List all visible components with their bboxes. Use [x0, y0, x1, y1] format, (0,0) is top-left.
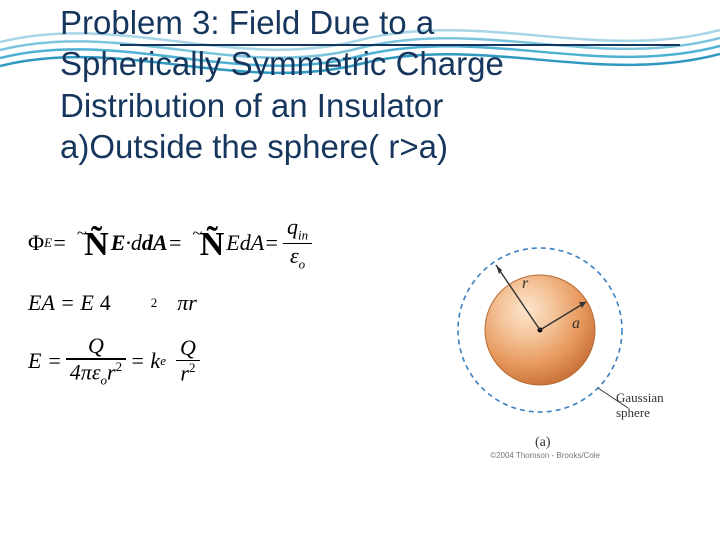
- equation-flux: Φ E = ~ Ñ E · ddA = ~ Ñ EdA = qin: [28, 215, 448, 272]
- pi-r: πr: [177, 290, 197, 316]
- title-line-4: a)Outside the sphere( r>a): [60, 126, 660, 167]
- title-underline-1: [120, 44, 680, 46]
- phi-symbol: Φ: [28, 230, 44, 256]
- phi-sub-e: E: [44, 235, 52, 251]
- den-r2-sq: 2: [189, 360, 196, 375]
- q-in-sub: in: [298, 227, 308, 242]
- label-r: r: [522, 275, 529, 292]
- den-r1: r: [107, 359, 116, 384]
- diagram-caption: (a): [535, 435, 551, 450]
- eq1-equals-1: =: [52, 230, 67, 256]
- den-eps: ε: [92, 359, 101, 384]
- e-eq: E =: [28, 348, 62, 374]
- integral-op-2: Ñ: [200, 226, 225, 263]
- callout-text-2: sphere: [616, 405, 650, 420]
- label-a: a: [572, 315, 580, 332]
- equation-e-field: E = Q 4πεor2 = k e Q r2: [28, 334, 448, 388]
- ea-lhs: EA = E: [28, 290, 94, 316]
- eps-sym: ε: [290, 243, 299, 268]
- slide-title: Problem 3: Field Due to a Spherically Sy…: [60, 2, 660, 167]
- num-q-1: Q: [84, 334, 108, 358]
- ke-sub: e: [160, 353, 166, 369]
- slide: Problem 3: Field Due to a Spherically Sy…: [0, 0, 720, 540]
- vec-da: dA: [142, 230, 168, 255]
- q-in-q: q: [287, 214, 298, 239]
- frac-q-4pie0r2: Q 4πεor2: [66, 334, 126, 388]
- gaussian-sphere-diagram: r a Gaussian sphere (a): [440, 230, 670, 460]
- eps-o: o: [299, 257, 306, 272]
- integral-op-1: Ñ: [84, 226, 109, 263]
- num-q-2: Q: [176, 336, 200, 360]
- eq1-equals-2: =: [168, 230, 183, 256]
- frac-q-r2: Q r2: [176, 336, 200, 386]
- equations-block: Φ E = ~ Ñ E · ddA = ~ Ñ EdA = qin: [28, 215, 448, 406]
- qin-over-eps: qin εo: [283, 215, 312, 272]
- title-line-2: Spherically Symmetric Charge: [60, 43, 660, 84]
- equation-area: EA = E 4 2 πr: [28, 290, 448, 316]
- den-4pi: 4π: [70, 359, 92, 384]
- four: 4: [100, 290, 111, 316]
- copyright-text: ©2004 Thomson - Brooks/Cole: [490, 451, 600, 460]
- title-line-3: Distribution of an Insulator: [60, 85, 660, 126]
- callout-text-1: Gaussian: [616, 390, 664, 405]
- vec-e: E: [111, 230, 126, 256]
- two-sup: 2: [151, 295, 158, 311]
- eq1-equals-3: =: [264, 230, 279, 256]
- eq-ke: = k: [130, 348, 160, 374]
- den-r1-sq: 2: [116, 359, 123, 374]
- eda: EdA: [226, 230, 264, 256]
- den-r2: r: [180, 361, 189, 386]
- title-line-1: Problem 3: Field Due to a: [60, 2, 660, 43]
